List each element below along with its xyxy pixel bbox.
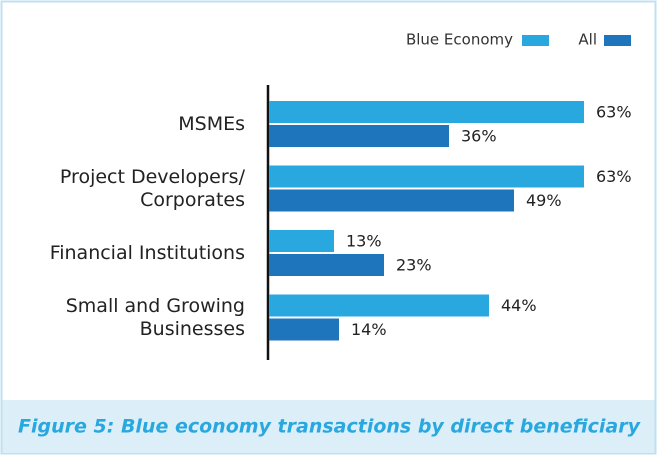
- legend-label: All: [578, 31, 597, 49]
- bar: [269, 294, 489, 317]
- category-label: Financial Institutions: [50, 242, 245, 264]
- caption-band: [2, 400, 655, 453]
- bar: [269, 318, 339, 341]
- legend-swatch: [604, 35, 631, 46]
- legend-label: Blue Economy: [406, 31, 513, 49]
- value-label: 13%: [346, 232, 382, 251]
- bar: [269, 230, 334, 252]
- value-label: 23%: [396, 256, 432, 275]
- category-label: Project Developers/Corporates: [60, 166, 246, 211]
- value-label: 63%: [596, 167, 632, 186]
- value-label: 49%: [526, 191, 562, 210]
- value-label: 63%: [596, 103, 632, 122]
- legend-swatch: [522, 35, 549, 46]
- value-label: 14%: [351, 320, 387, 339]
- bar: [269, 254, 384, 276]
- bar: [269, 125, 449, 147]
- bar: [269, 189, 514, 212]
- value-label: 44%: [501, 296, 537, 315]
- category-label: MSMEs: [178, 113, 245, 135]
- caption: Figure 5: Blue economy transactions by d…: [18, 416, 642, 438]
- category-label: Small and Growing Businesses: [66, 295, 245, 340]
- value-label: 36%: [461, 127, 497, 146]
- bar: [269, 101, 584, 123]
- bar: [269, 165, 584, 188]
